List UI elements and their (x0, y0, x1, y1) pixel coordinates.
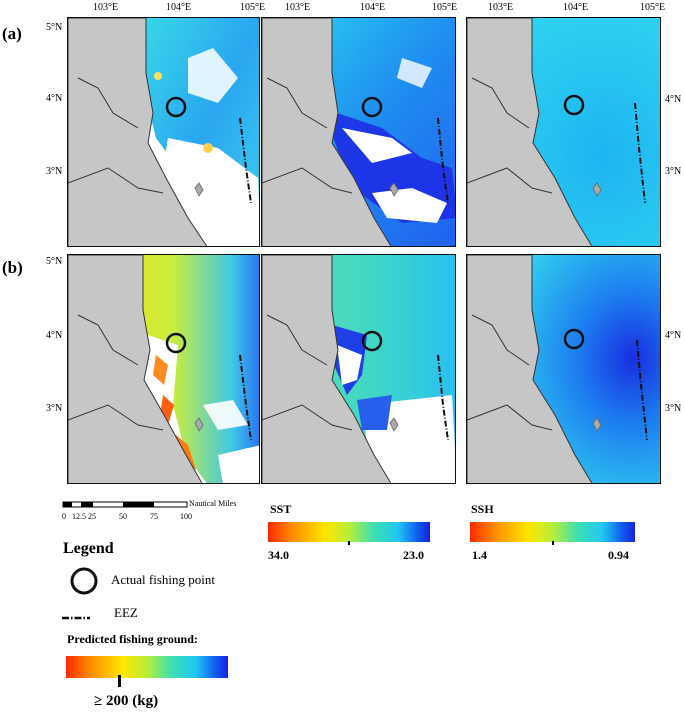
map-panel-fishing-ground-a (67, 17, 260, 247)
row-label-a: (a) (2, 24, 22, 43)
predicted-threshold-label: ≥ 200 (kg) (94, 693, 159, 709)
legend-fishing-point-symbol (68, 565, 100, 602)
predicted-threshold-tick (118, 675, 121, 687)
scale-unit: Nautical Miles (189, 499, 237, 508)
sst-max-label: 23.0 (403, 548, 424, 562)
map-panel-ssh-b (466, 254, 661, 484)
legend-predicted-title: Predicted fishing ground: (67, 632, 198, 646)
lat-label-3-right-a: 3°N (665, 166, 682, 177)
sst-colorbar-mid-tick (348, 541, 350, 545)
sst-colorbar-title: SST (270, 502, 292, 516)
lat-label-4-row-a: 4°N (46, 93, 63, 104)
scale-tick-25: 25 (88, 512, 96, 521)
fishing-point-marker-b3 (563, 328, 585, 350)
lat-label-5-row-a: 5°N (46, 22, 63, 33)
legend-title: Legend (63, 540, 114, 557)
sst-colorbar (268, 522, 430, 542)
map-panel-sst-b (261, 254, 456, 484)
fishing-point-marker-b2 (361, 330, 383, 352)
lat-label-4-right-a: 4°N (665, 94, 682, 105)
ssh-min-label: 1.4 (472, 548, 487, 562)
scale-tick-50: 50 (119, 512, 127, 521)
legend-fishing-point-label: Actual fishing point (111, 572, 215, 587)
lat-label-3-row-b: 3°N (46, 403, 63, 414)
ssh-colorbar-mid-tick (552, 541, 554, 545)
lon-label-103-col1: 103°E (93, 2, 119, 13)
lon-label-105-col1: 105°E (240, 2, 266, 13)
lon-label-103-col2: 103°E (285, 2, 311, 13)
lon-label-104-col3: 104°E (563, 2, 589, 13)
lon-label-105-col2: 105°E (432, 2, 458, 13)
legend-eez-symbol (60, 610, 92, 628)
lon-label-104-col1: 104°E (166, 2, 192, 13)
lat-label-5-row-b: 5°N (46, 256, 63, 267)
fishing-point-marker-b1 (165, 332, 187, 354)
ssh-colorbar-title: SSH (471, 502, 494, 516)
ssh-max-label: 0.94 (608, 548, 629, 562)
scale-tick-0: 0 (62, 512, 66, 521)
lat-label-3-right-b: 3°N (665, 403, 682, 414)
fishing-point-marker-a3 (563, 94, 585, 116)
scale-tick-75: 75 (150, 512, 158, 521)
map-panel-sst-a (261, 17, 456, 247)
map-panel-fishing-ground-b (67, 254, 260, 484)
row-label-b: (b) (2, 258, 23, 277)
lon-label-104-col2: 104°E (360, 2, 386, 13)
fishing-point-marker-a2 (361, 96, 383, 118)
predicted-colorbar (66, 656, 228, 678)
lat-label-4-right-b: 4°N (665, 330, 682, 341)
lat-label-4-row-b: 4°N (46, 330, 63, 341)
scale-tick-100: 100 (180, 512, 192, 521)
legend-eez-label: EEZ (114, 605, 138, 620)
lat-label-3-row-a: 3°N (46, 166, 63, 177)
fishing-point-marker-a1 (165, 96, 187, 118)
lon-label-103-col3: 103°E (488, 2, 514, 13)
map-panel-ssh-a (466, 17, 661, 247)
lon-label-105-col3: 105°E (640, 2, 666, 13)
scale-bar: Nautical Miles 0 12.5 25 50 75 100 (62, 499, 262, 530)
sst-min-label: 34.0 (268, 548, 289, 562)
scale-tick-12-5: 12.5 (72, 512, 86, 521)
ssh-colorbar (470, 522, 635, 542)
